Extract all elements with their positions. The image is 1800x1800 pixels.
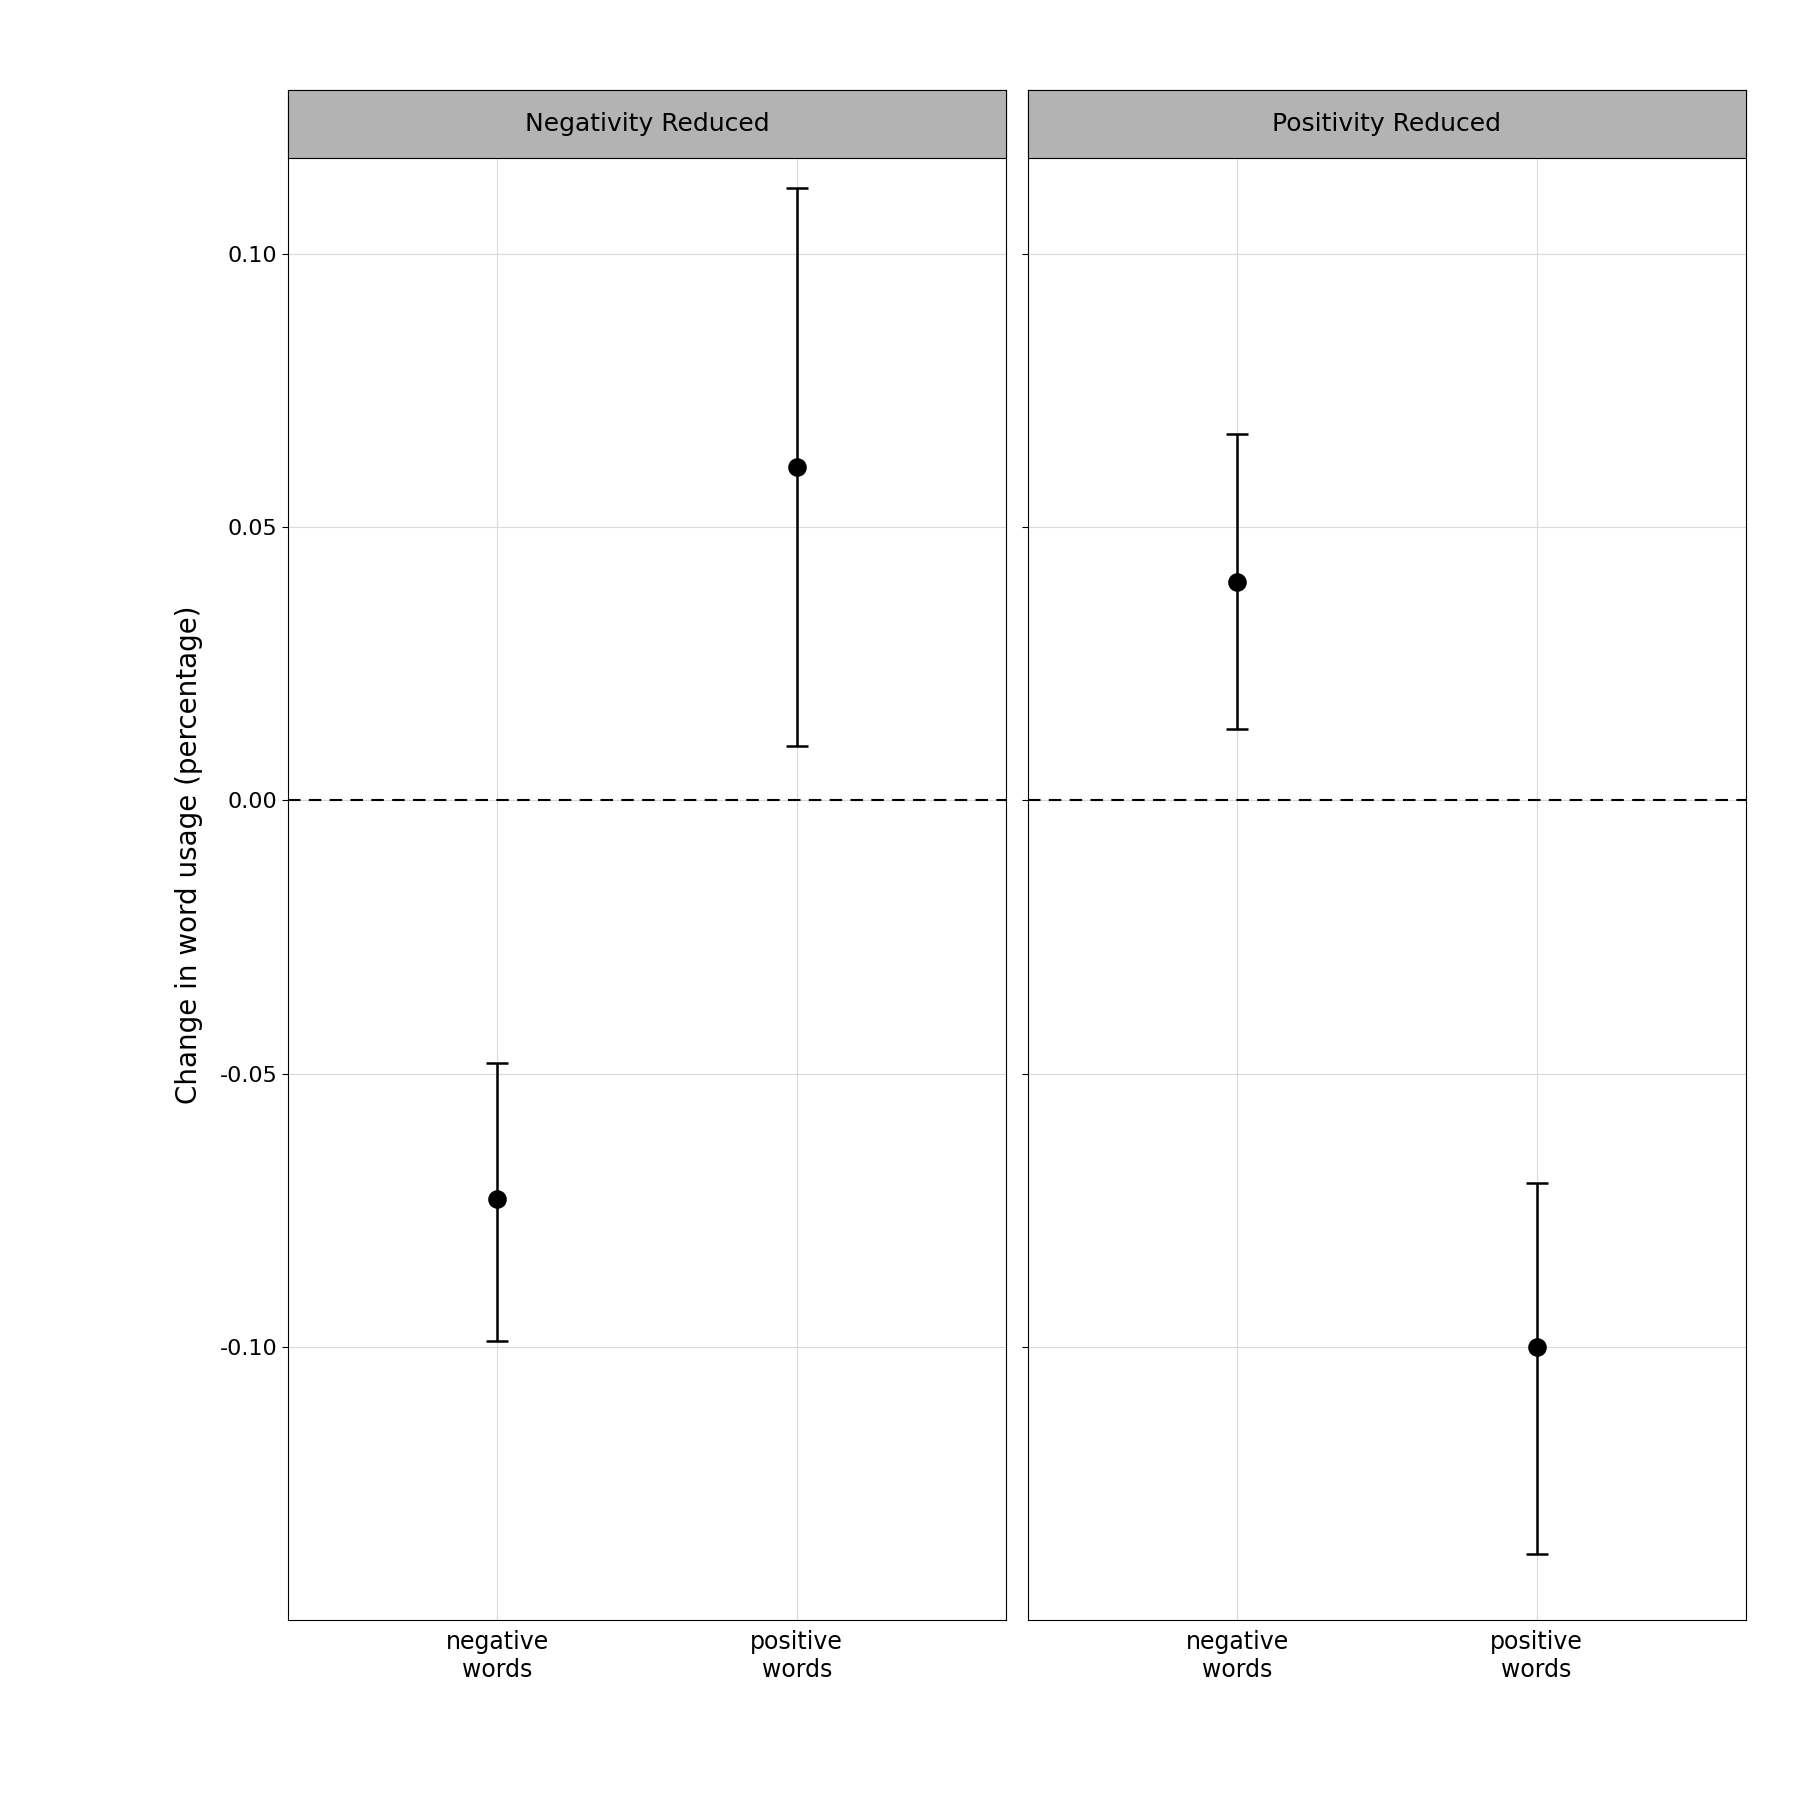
Point bbox=[1523, 1332, 1552, 1361]
Point bbox=[1222, 567, 1251, 596]
Y-axis label: Change in word usage (percentage): Change in word usage (percentage) bbox=[175, 607, 203, 1103]
Text: Positivity Reduced: Positivity Reduced bbox=[1273, 112, 1501, 137]
Point bbox=[783, 452, 812, 481]
Text: Negativity Reduced: Negativity Reduced bbox=[526, 112, 769, 137]
Point bbox=[482, 1184, 511, 1213]
